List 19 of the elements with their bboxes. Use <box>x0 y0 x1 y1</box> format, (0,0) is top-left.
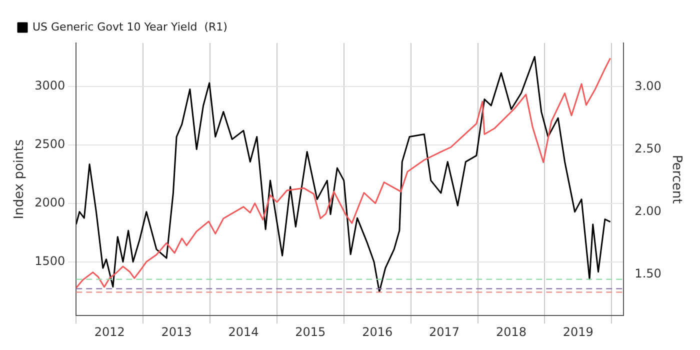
x-tick-label: 2014 <box>228 324 259 339</box>
y-axis-title: Index points <box>12 139 28 220</box>
y2-tick-label: 1.50 <box>634 266 662 280</box>
x-tick-label: 2013 <box>161 324 192 339</box>
x-tick-label: 2015 <box>295 324 326 339</box>
legend-label: US Generic Govt 10 Year Yield (R1) <box>32 20 228 34</box>
x-tick-label: 2016 <box>362 324 393 339</box>
y-tick-label: 2500 <box>34 136 66 151</box>
x-tick-label: 2019 <box>562 324 594 339</box>
y2-axis-title: Percent <box>668 154 684 204</box>
y2-tick-label: 2.50 <box>634 141 662 156</box>
y2-tick-label: 3.00 <box>634 78 662 93</box>
y-tick-label: 3000 <box>34 78 66 92</box>
x-tick-label: 2017 <box>429 324 460 339</box>
y-tick-label: 2000 <box>34 195 66 210</box>
x-tick-label: 2012 <box>94 324 125 339</box>
x-tick-label: 2018 <box>496 324 526 339</box>
y2-tick-label: 2.00 <box>634 204 662 218</box>
y-tick-label: 1500 <box>34 254 66 268</box>
